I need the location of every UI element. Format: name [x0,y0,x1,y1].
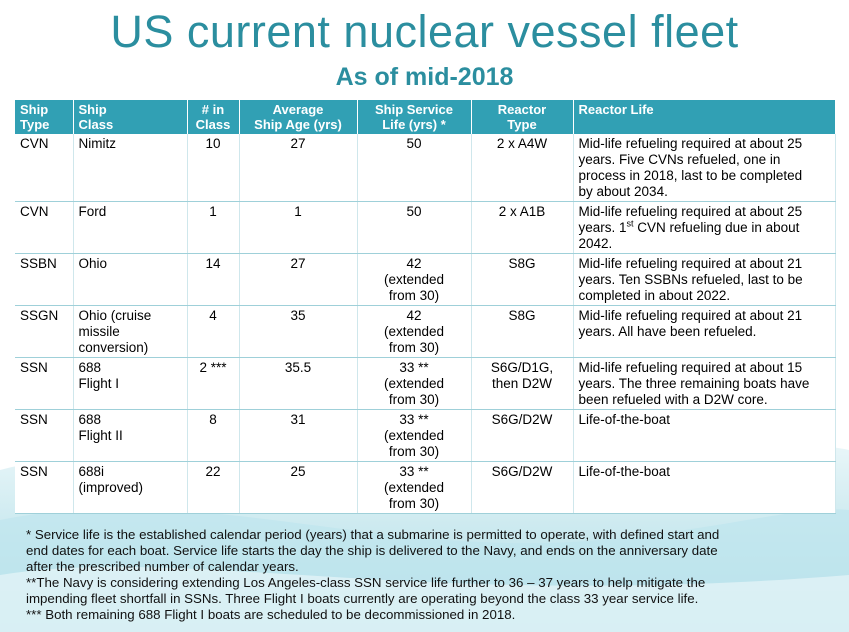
cell-service-life: 42 (extended from 30) [357,305,472,358]
cell-num-in-class: 4 [187,305,240,358]
cell-ship-type: SSN [15,357,74,410]
cell-reactor-life: Mid-life refueling required at about 15 y… [573,357,836,410]
cell-ship-class: Ohio (cruise missile conversion) [73,305,188,358]
cell-reactor-type: S8G [471,305,574,358]
table-header-row: Ship Type Ship Class # in Class Average Ship… [15,100,836,134]
header-reactor-type: Reactor Type [471,100,574,134]
cell-ship-class: Ohio [73,253,188,306]
table-row: SSN 688 Flight II 8 31 33 ** (extended from… [15,409,836,462]
cell-average-age: 27 [239,134,358,202]
cell-ship-type: SSBN [15,253,74,306]
table-row: SSN 688 Flight I 2 *** 35.5 33 ** (extende… [15,357,836,410]
footnote-service-life: * Service life is the established calend… [26,527,720,574]
cell-reactor-type: 2 x A1B [471,201,574,254]
cell-reactor-type: 2 x A4W [471,134,574,202]
cell-num-in-class: 10 [187,134,240,202]
table-row: SSN 688i (improved) 22 25 33 ** (extended f… [15,461,836,514]
cell-ship-type: SSGN [15,305,74,358]
cell-average-age: 31 [239,409,358,462]
cell-average-age: 1 [239,201,358,254]
header-reactor-life: Reactor Life [573,100,836,134]
cell-service-life: 33 ** (extended from 30) [357,461,472,514]
cell-reactor-life: Mid-life refueling required at about 21 y… [573,253,836,306]
cell-reactor-life: Mid-life refueling required at about 25 y… [573,201,836,254]
cell-num-in-class: 14 [187,253,240,306]
cell-reactor-life: Life-of-the-boat [573,461,836,514]
cell-reactor-type: S6G/D2W [471,409,574,462]
header-service-life: Ship Service Life (yrs) * [357,100,472,134]
cell-reactor-life: Life-of-the-boat [573,409,836,462]
table-row: SSBN Ohio 14 27 42 (extended from 30) S8G … [15,253,836,306]
cell-ship-type: SSN [15,409,74,462]
fleet-table: Ship Type Ship Class # in Class Average Ship… [15,100,836,514]
cell-service-life: 42 (extended from 30) [357,253,472,306]
table-row: CVN Nimitz 10 27 50 2 x A4W Mid-life ref… [15,134,836,202]
footnotes: * Service life is the established calend… [15,524,835,627]
cell-ship-class: Nimitz [73,134,188,202]
footnote-extension: **The Navy is considering extending Los … [26,575,706,606]
cell-average-age: 35 [239,305,358,358]
cell-ship-class: 688i (improved) [73,461,188,514]
cell-num-in-class: 22 [187,461,240,514]
cell-service-life: 50 [357,134,472,202]
cell-reactor-type: S8G [471,253,574,306]
cell-service-life: 33 ** (extended from 30) [357,409,472,462]
header-ship-class: Ship Class [73,100,188,134]
table-row: SSGN Ohio (cruise missile conversion) 4 35… [15,305,836,358]
cell-ship-class: Ford [73,201,188,254]
cell-ship-type: SSN [15,461,74,514]
cell-reactor-life: Mid-life refueling required at about 21 y… [573,305,836,358]
cell-service-life: 50 [357,201,472,254]
cell-reactor-life: Mid-life refueling required at about 25 y… [573,134,836,202]
footnote-decommission: *** Both remaining 688 Flight I boats ar… [26,607,516,622]
cell-average-age: 27 [239,253,358,306]
cell-ship-type: CVN [15,134,74,202]
cell-reactor-type: S6G/D2W [471,461,574,514]
page-title: US current nuclear vessel fleet [110,6,739,57]
cell-ship-type: CVN [15,201,74,254]
header-num-in-class: # in Class [187,100,240,134]
cell-num-in-class: 2 *** [187,357,240,410]
cell-num-in-class: 8 [187,409,240,462]
cell-ship-class: 688 Flight I [73,357,188,410]
header-ship-type: Ship Type [15,100,74,134]
table-row: CVN Ford 1 1 50 2 x A1B Mid-life refueli… [15,201,836,254]
cell-average-age: 25 [239,461,358,514]
header-average-age: Average Ship Age (yrs) [239,100,358,134]
page-subtitle: As of mid-2018 [335,63,514,91]
cell-num-in-class: 1 [187,201,240,254]
cell-average-age: 35.5 [239,357,358,410]
cell-ship-class: 688 Flight II [73,409,188,462]
cell-reactor-type: S6G/D1G, then D2W [471,357,574,410]
cell-service-life: 33 ** (extended from 30) [357,357,472,410]
